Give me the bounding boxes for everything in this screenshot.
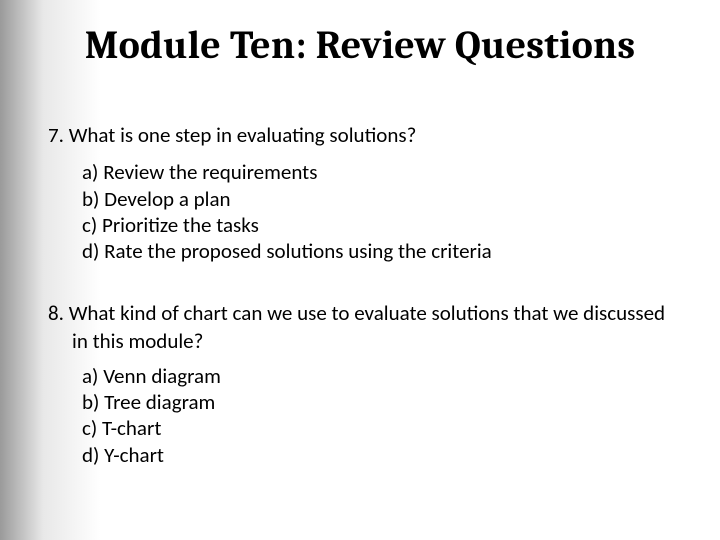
- option-text: Tree diagram: [104, 389, 215, 415]
- option-text: Prioritize the tasks: [102, 212, 259, 238]
- option-d: d) Y-chart: [82, 442, 678, 468]
- question-text: What is one step in evaluating solutions…: [69, 122, 417, 148]
- option-b: b) Tree diagram: [82, 389, 678, 415]
- option-letter: a): [82, 159, 98, 185]
- option-text: Rate the proposed solutions using the cr…: [104, 238, 492, 264]
- option-letter: d): [82, 238, 99, 264]
- question-number: 7.: [48, 122, 64, 148]
- option-d: d) Rate the proposed solutions using the…: [82, 238, 678, 264]
- option-letter: a): [82, 363, 98, 389]
- slide: Module Ten: Review Questions 7. What is …: [0, 0, 720, 540]
- option-text: T-chart: [102, 415, 161, 441]
- option-letter: c): [82, 415, 97, 441]
- option-c: c) T-chart: [82, 415, 678, 441]
- option-text: Venn diagram: [103, 363, 221, 389]
- option-letter: b): [82, 389, 99, 415]
- question-number: 8.: [48, 300, 64, 326]
- slide-body: 7. What is one step in evaluating soluti…: [48, 122, 678, 468]
- option-a: a) Venn diagram: [82, 363, 678, 389]
- slide-title: Module Ten: Review Questions: [0, 22, 720, 68]
- option-letter: d): [82, 442, 99, 468]
- question-text: What kind of chart can we use to evaluat…: [69, 300, 665, 353]
- question-7: 7. What is one step in evaluating soluti…: [48, 122, 678, 149]
- option-text: Y-chart: [104, 442, 164, 468]
- question-block-8: 8. What kind of chart can we use to eval…: [48, 300, 678, 468]
- question-block-7: 7. What is one step in evaluating soluti…: [48, 122, 678, 264]
- option-text: Develop a plan: [104, 186, 230, 212]
- option-c: c) Prioritize the tasks: [82, 212, 678, 238]
- question-8: 8. What kind of chart can we use to eval…: [48, 300, 678, 355]
- option-a: a) Review the requirements: [82, 159, 678, 185]
- option-letter: b): [82, 186, 99, 212]
- option-letter: c): [82, 212, 97, 238]
- question-7-options: a) Review the requirements b) Develop a …: [82, 159, 678, 264]
- question-8-options: a) Venn diagram b) Tree diagram c) T-cha…: [82, 363, 678, 468]
- option-b: b) Develop a plan: [82, 186, 678, 212]
- option-text: Review the requirements: [103, 159, 317, 185]
